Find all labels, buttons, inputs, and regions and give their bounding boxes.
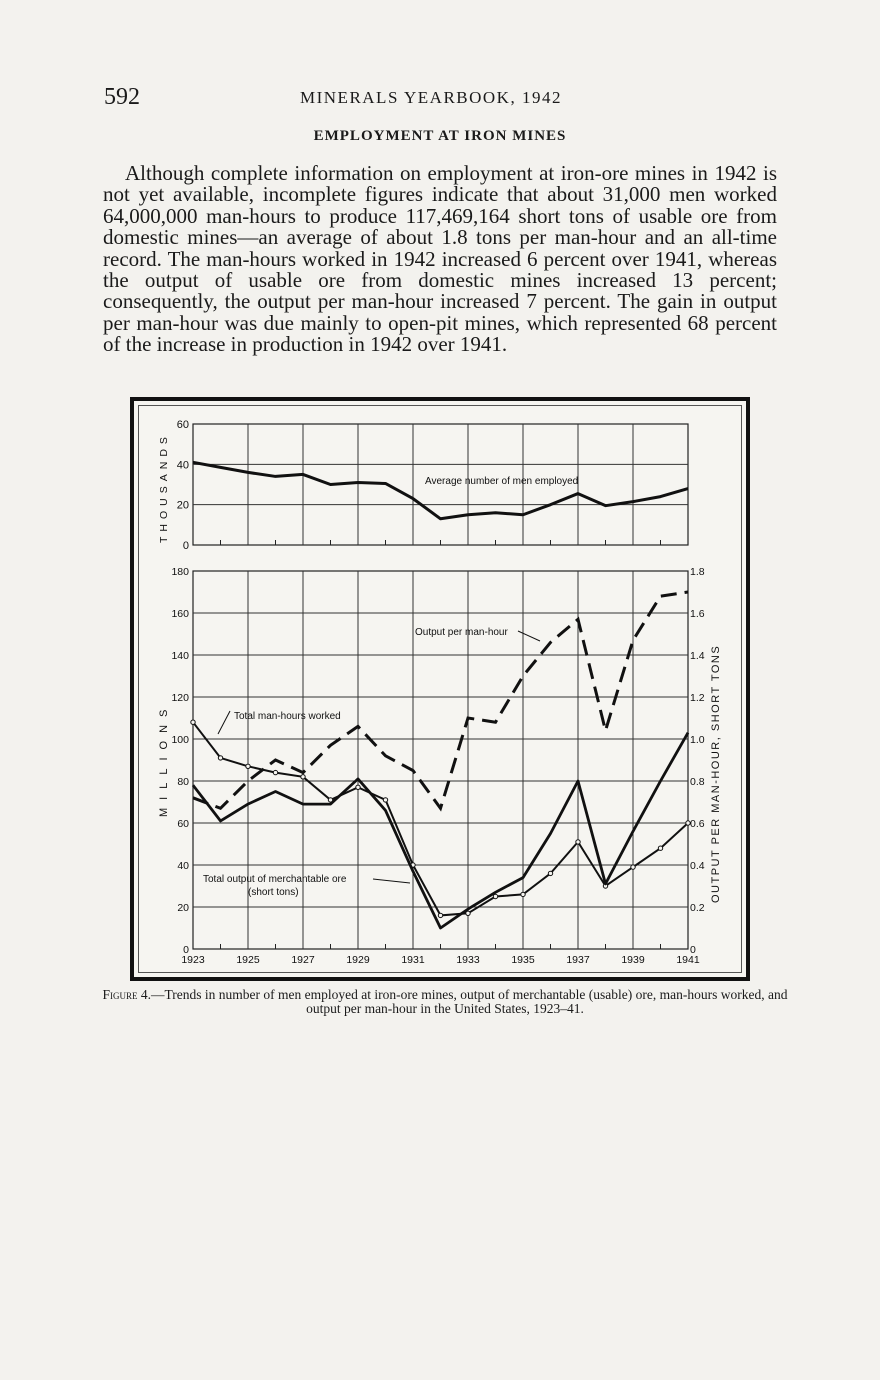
man-hours-point [575, 839, 581, 845]
left-y-tick-label: 100 [171, 734, 189, 746]
left-y-tick-label: 180 [171, 566, 189, 578]
man-hours-point [217, 755, 224, 761]
man-hours-point [437, 912, 444, 919]
man-hours-point [382, 797, 389, 803]
left-y-tick-label: 60 [177, 818, 189, 830]
figure-chart: 0 20 40 60 Average number of men employed THO… [158, 419, 722, 966]
right-y-tick-label: 0 [690, 944, 696, 956]
man-hours-point [245, 763, 251, 769]
left-y-tick-label: 40 [177, 860, 189, 872]
men-employed-label: Average number of men employed [425, 476, 578, 487]
left-y-tick-label: 120 [171, 692, 189, 704]
x-tick-label: 1925 [236, 954, 260, 966]
right-y-tick-label: 1.4 [690, 650, 705, 662]
right-y-tick-label: 0.4 [690, 860, 705, 872]
left-y-axis-label: MILLIONS [158, 702, 170, 817]
caption-label: Figure 4. [102, 987, 152, 1002]
x-tick-label: 1935 [511, 954, 535, 966]
right-y-tick-label: 1.0 [690, 734, 705, 746]
left-y-tick-label: 140 [171, 650, 189, 662]
figure-frame [130, 397, 750, 981]
man-hours-point [520, 891, 526, 898]
right-y-axis-label: OUTPUT PER MAN-HOUR, SHORT TONS [710, 645, 722, 903]
x-tick-label: 1937 [566, 954, 590, 966]
section-title: EMPLOYMENT AT IRON MINES [313, 128, 567, 144]
ore-output-label: Total output of merchantable ore [203, 874, 347, 885]
x-tick-label: 1927 [291, 954, 315, 966]
left-y-tick-label: 160 [171, 608, 189, 620]
man-hours-point [355, 784, 361, 790]
ore-output-label-units: (short tons) [248, 887, 299, 898]
x-tick-label: 1939 [621, 954, 645, 966]
man-hours-point [657, 845, 664, 851]
right-y-tick-label: 1.8 [690, 566, 705, 578]
top-y-tick-label: 0 [183, 540, 189, 552]
man-hours-label: Total man-hours worked [234, 711, 341, 722]
x-tick-label: 1941 [676, 954, 700, 966]
page-number: 592 [104, 84, 140, 110]
man-hours-point [190, 719, 196, 725]
x-tick-label: 1933 [456, 954, 480, 966]
output-per-man-hour-line [192, 590, 689, 812]
man-hours-point [630, 864, 636, 870]
right-y-tick-label: 0.8 [690, 776, 705, 788]
man-hours-point [685, 820, 691, 826]
man-hours-point [547, 870, 554, 877]
right-y-tick-label: 1.2 [690, 692, 705, 704]
right-y-tick-label: 0.2 [690, 902, 705, 914]
men-employed-line [192, 460, 689, 521]
ore-output-line [191, 732, 690, 930]
man-hours-arrow [217, 710, 231, 735]
top-y-tick-label: 20 [177, 500, 189, 512]
man-hours-point [492, 893, 499, 900]
running-title: MINERALS YEARBOOK, 1942 [300, 88, 562, 107]
x-tick-label: 1929 [346, 954, 370, 966]
right-y-tick-label: 0.6 [690, 818, 705, 830]
left-y-tick-label: 20 [177, 902, 189, 914]
output-per-man-hour-arrow [517, 630, 541, 642]
man-hours-point [465, 910, 471, 916]
top-y-tick-label: 60 [177, 419, 189, 431]
x-tick-label: 1923 [181, 954, 205, 966]
top-y-axis-label: THOUSANDS [158, 432, 170, 543]
figure-caption: Figure 4.—Trends in number of men employ… [100, 988, 790, 1016]
x-tick-label: 1931 [401, 954, 425, 966]
top-y-tick-label: 40 [177, 459, 189, 471]
body-paragraph: Although complete information on employm… [103, 161, 777, 357]
man-hours-point [272, 769, 279, 776]
ore-output-arrow [372, 878, 411, 884]
left-y-tick-label: 0 [183, 944, 189, 956]
man-hours-point [327, 797, 334, 803]
left-y-tick-label: 80 [177, 776, 189, 788]
output-per-man-hour-label: Output per man-hour [415, 627, 508, 638]
right-y-tick-label: 1.6 [690, 608, 705, 620]
man-hours-point [300, 774, 306, 780]
caption-text: —Trends in number of men employed at iro… [151, 987, 788, 1016]
